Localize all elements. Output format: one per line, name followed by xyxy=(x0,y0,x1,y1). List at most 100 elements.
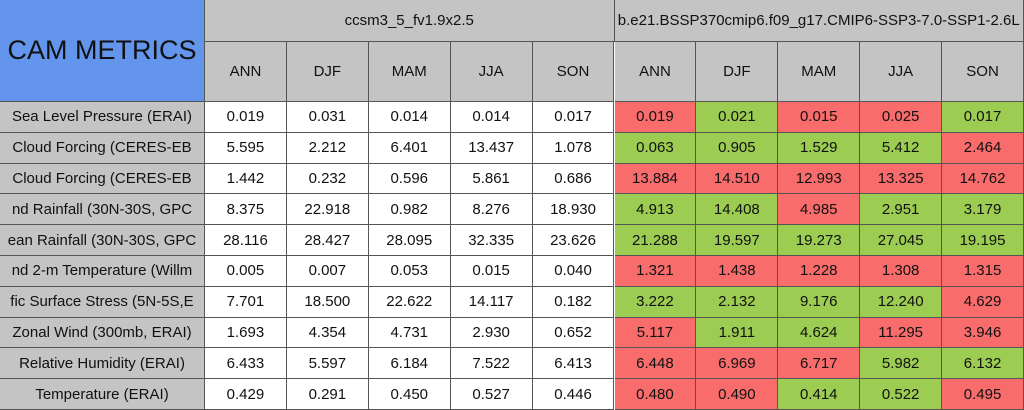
value-cell-text: 0.040 xyxy=(554,262,592,280)
value-cell: 23.626 xyxy=(532,225,615,256)
row-label: fic Surface Stress (5N-5S,E xyxy=(0,286,205,318)
value-cell-text: 22.918 xyxy=(304,200,351,218)
value-cell-text: 4.624 xyxy=(799,323,838,341)
value-cell: 0.429 xyxy=(205,379,287,410)
value-cell: 0.019 xyxy=(205,102,287,133)
row-label-text: nd Rainfall (30N-30S, GPC xyxy=(11,200,193,218)
value-cell: 12.993 xyxy=(778,163,861,195)
value-cell: 14.117 xyxy=(450,286,533,318)
value-cell-text: 1.321 xyxy=(636,262,674,280)
value-cell-text: 4.913 xyxy=(636,200,674,218)
row-label: ean Rainfall (30N-30S, GPC xyxy=(0,225,205,256)
value-cell-text: 0.652 xyxy=(554,323,592,341)
value-cell: 0.005 xyxy=(205,256,287,287)
value-cell-text: 0.686 xyxy=(554,169,592,187)
value-cell-text: 6.969 xyxy=(718,354,756,372)
value-cell-text: 27.045 xyxy=(877,231,924,249)
value-cell: 0.652 xyxy=(532,317,615,349)
value-cell-text: 0.017 xyxy=(963,108,1002,126)
season-header: JJA xyxy=(450,42,533,102)
value-cell-text: 19.195 xyxy=(959,231,1006,249)
value-cell-text: 6.413 xyxy=(554,354,592,372)
row-label: Cloud Forcing (CERES-EB xyxy=(0,132,205,164)
value-cell-text: 0.025 xyxy=(881,108,920,126)
value-cell: 1.911 xyxy=(696,317,779,349)
value-cell-text: 0.005 xyxy=(226,262,265,280)
value-cell-text: 2.951 xyxy=(881,200,920,218)
value-cell: 19.195 xyxy=(942,225,1024,256)
value-cell-text: 0.446 xyxy=(554,385,592,403)
value-cell-text: 1.442 xyxy=(226,169,265,187)
value-cell-text: 0.019 xyxy=(636,108,674,126)
value-cell-text: 0.019 xyxy=(226,108,265,126)
value-cell: 1.442 xyxy=(205,163,287,195)
value-cell-text: 4.354 xyxy=(308,323,347,341)
season-header: SON xyxy=(532,42,615,102)
season-header: MAM xyxy=(778,42,861,102)
value-cell: 5.982 xyxy=(860,348,943,380)
row-label-text: fic Surface Stress (5N-5S,E xyxy=(10,293,194,311)
value-cell: 14.762 xyxy=(942,163,1024,195)
value-cell: 0.182 xyxy=(532,286,615,318)
value-cell: 5.595 xyxy=(205,132,287,164)
value-cell: 1.228 xyxy=(778,256,861,287)
value-cell-text: 14.510 xyxy=(713,169,760,187)
value-cell-text: 1.693 xyxy=(226,323,265,341)
season-header-text: SON xyxy=(966,63,999,80)
row-label: Sea Level Pressure (ERAI) xyxy=(0,102,205,133)
value-cell-text: 28.095 xyxy=(386,231,433,249)
value-cell: 13.884 xyxy=(614,163,697,195)
value-cell-text: 0.021 xyxy=(718,108,756,126)
value-cell-text: 13.325 xyxy=(877,169,924,187)
value-cell: 0.031 xyxy=(286,102,369,133)
row-label-text: Zonal Wind (300mb, ERAI) xyxy=(12,323,192,341)
value-cell: 11.295 xyxy=(860,317,943,349)
value-cell-text: 32.335 xyxy=(468,231,515,249)
value-cell: 1.315 xyxy=(942,256,1024,287)
value-cell: 3.946 xyxy=(942,317,1024,349)
value-cell-text: 0.414 xyxy=(799,385,838,403)
value-cell-text: 14.408 xyxy=(713,200,760,218)
value-cell-text: 3.946 xyxy=(963,323,1002,341)
value-cell: 0.446 xyxy=(532,379,615,410)
value-cell: 0.014 xyxy=(450,102,533,133)
season-header-text: ANN xyxy=(229,63,262,80)
title-cell-text: CAM METRICS xyxy=(7,35,197,65)
value-cell-text: 5.982 xyxy=(881,354,920,372)
value-cell: 1.529 xyxy=(778,132,861,164)
value-cell-text: 5.412 xyxy=(881,139,920,157)
value-cell-text: 2.464 xyxy=(963,139,1002,157)
value-cell: 0.495 xyxy=(942,379,1024,410)
value-cell: 6.717 xyxy=(778,348,861,380)
value-cell-text: 0.232 xyxy=(308,169,347,187)
season-header-text: SON xyxy=(556,63,590,80)
case-header-text: b.e21.BSSP370cmip6.f09_g17.CMIP6-SSP3-7.… xyxy=(617,12,1020,29)
value-cell: 6.969 xyxy=(696,348,779,380)
value-cell: 13.437 xyxy=(450,132,533,164)
value-cell-text: 0.429 xyxy=(226,385,265,403)
value-cell: 2.930 xyxy=(450,317,533,349)
season-header: SON xyxy=(942,42,1024,102)
value-cell: 2.132 xyxy=(696,286,779,318)
value-cell: 0.017 xyxy=(942,102,1024,133)
value-cell: 3.179 xyxy=(942,194,1024,226)
value-cell: 0.490 xyxy=(696,379,779,410)
value-cell-text: 1.315 xyxy=(963,262,1002,280)
row-label: Relative Humidity (ERAI) xyxy=(0,348,205,380)
value-cell: 19.273 xyxy=(778,225,861,256)
value-cell-text: 5.597 xyxy=(308,354,347,372)
value-cell-text: 5.861 xyxy=(472,169,510,187)
case-header: ccsm3_5_fv1.9x2.5 xyxy=(205,0,615,42)
value-cell-text: 1.308 xyxy=(881,262,920,280)
case-header-text: ccsm3_5_fv1.9x2.5 xyxy=(344,12,474,29)
season-header-text: DJF xyxy=(313,63,342,80)
value-cell-text: 0.527 xyxy=(472,385,510,403)
value-cell-text: 0.014 xyxy=(390,108,429,126)
season-header-text: MAM xyxy=(801,63,837,80)
value-cell-text: 0.182 xyxy=(554,293,592,311)
row-label: nd Rainfall (30N-30S, GPC xyxy=(0,194,205,226)
value-cell-text: 6.184 xyxy=(390,354,429,372)
value-cell: 0.021 xyxy=(696,102,779,133)
value-cell: 0.450 xyxy=(368,379,451,410)
